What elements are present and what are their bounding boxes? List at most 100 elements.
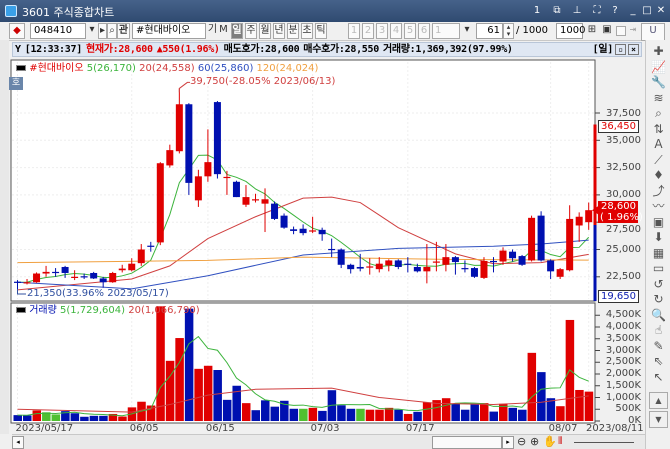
chart-canvas[interactable] (0, 0, 645, 434)
option-checkbox[interactable] (616, 26, 626, 36)
bid-label: 매수호가: (303, 44, 345, 55)
code-dropdown-icon[interactable]: ▾ (89, 24, 95, 35)
interval-dropdown-icon[interactable]: ▾ (464, 24, 470, 35)
fullscreen-icon[interactable]: ⛶ (593, 5, 601, 16)
pin-icon[interactable]: ⊥ (572, 5, 582, 16)
chart-scrollbar[interactable]: ◂ ▸ ⊖ ⊕ ✋ ⦀ (12, 434, 645, 449)
tool-scroll-up-button[interactable]: ▲ (649, 392, 668, 409)
candle-body (252, 199, 259, 201)
help-icon[interactable]: ? (612, 5, 618, 16)
candle-icon[interactable]: ♦ (653, 168, 664, 182)
period-year-tab[interactable]: 년 (273, 23, 285, 39)
minimize-button[interactable]: _ (630, 5, 636, 16)
candle-body (213, 102, 221, 175)
candle-body (470, 268, 478, 277)
interval-6-button[interactable]: 6 (418, 23, 430, 39)
maximize-button[interactable]: □ (642, 5, 652, 16)
legend-vol-ma5[interactable]: 5(1,729,604) (59, 305, 126, 316)
pen-icon[interactable]: ✎ (653, 338, 664, 353)
new-chart-icon[interactable]: ⊞ (587, 24, 597, 35)
scroll-right-button[interactable]: ▸ (502, 436, 514, 449)
arrow-icon[interactable]: ↖ (653, 369, 664, 384)
legend-volume[interactable]: 거래량 (29, 305, 57, 316)
magnifier-icon[interactable]: 🔍 (651, 307, 666, 322)
legend-ma120[interactable]: 120(24,024) (256, 63, 319, 74)
zoom-in-icon[interactable]: ⊕ (530, 435, 540, 448)
cursor-icon[interactable]: ⇖ (653, 354, 664, 368)
period-day-tab[interactable]: 일 (231, 23, 243, 39)
filter-icon[interactable]: Y (15, 44, 21, 55)
period-second-tab[interactable]: 초 (301, 23, 313, 39)
period-tick-tab[interactable]: 틱 (315, 23, 327, 39)
candle-body (547, 260, 555, 272)
zoom-line-icon[interactable]: ⤴ (652, 183, 665, 198)
period-month-tab[interactable]: 월 (259, 23, 271, 39)
legend-color-box[interactable] (16, 307, 26, 313)
window-icon[interactable]: ▭ (652, 261, 665, 275)
download-icon[interactable]: ⬇ (653, 230, 664, 244)
interval-2-button[interactable]: 2 (362, 23, 374, 39)
link-toggle-icon[interactable]: ◆ (9, 23, 25, 39)
interval-5-button[interactable]: 5 (404, 23, 416, 39)
interval-1-button[interactable]: 1 (348, 23, 360, 39)
save-icon[interactable]: ▣ (602, 24, 612, 35)
hand-icon[interactable]: ✋ (543, 435, 557, 448)
ho-button[interactable]: 호 (9, 77, 23, 90)
hand-icon[interactable]: ☝ (654, 323, 663, 337)
legend-ma20[interactable]: 20(24,558) (139, 63, 195, 74)
zoom-out-icon[interactable]: ⊖ (517, 435, 527, 448)
m-button[interactable]: M (219, 24, 228, 35)
chart-type-icon[interactable]: 📈 (651, 59, 666, 74)
next-code-icon[interactable]: ▸ (98, 23, 107, 39)
redo-icon[interactable]: ↻ (653, 292, 664, 306)
candle-body (137, 249, 145, 264)
volume-bar (499, 403, 508, 421)
expand-icon[interactable]: ⇥ (629, 25, 637, 34)
search-icon[interactable]: ⌕ (107, 23, 117, 39)
period-week-tab[interactable]: 주 (245, 23, 257, 39)
period-minute-tab[interactable]: 분 (287, 23, 299, 39)
compare-icon[interactable]: ⇅ (653, 121, 664, 136)
box-icon[interactable]: ▣ (652, 214, 665, 229)
legend-stock[interactable]: #현대바이오 (29, 63, 84, 74)
tool-scroll-down-button[interactable]: ▼ (649, 411, 668, 428)
volume-bar (194, 368, 203, 421)
legend-color-box[interactable] (16, 65, 26, 71)
panel-restore-button[interactable]: ▫ (615, 44, 626, 55)
scroll-thumb[interactable] (432, 436, 502, 449)
interval-3-button[interactable]: 3 (376, 23, 388, 39)
bar-spacing-icon[interactable]: ⦀ (558, 436, 563, 447)
scroll-left-button[interactable]: ◂ (12, 436, 24, 449)
total-input[interactable]: 1000 (556, 23, 585, 39)
indicator-icon[interactable]: ≋ (653, 90, 664, 105)
close-button[interactable]: ✕ (656, 5, 666, 16)
panel-close-button[interactable]: × (628, 44, 639, 55)
volume-bar (99, 415, 108, 421)
search-chart-icon[interactable]: ⌕ (655, 106, 662, 120)
toolbar: ◆ 048410 ▾ ▸ ⌕ 관 #현대바이오 기 M 일 주 월 년 분 초 … (0, 22, 670, 41)
zoom-slider[interactable] (574, 442, 634, 443)
price-legend: #현대바이오 5(26,170) 20(24,558) 60(25,860) 1… (16, 63, 318, 75)
legend-ma60[interactable]: 60(25,860) (197, 63, 254, 74)
line-icon[interactable]: 〰 (652, 199, 665, 213)
tool-plus-icon[interactable]: ✚ (653, 44, 664, 58)
gi-button[interactable]: 기 (207, 24, 218, 35)
interval-4-button[interactable]: 4 (390, 23, 402, 39)
legend-vol-ma20[interactable]: 20(1,066,790) (128, 305, 200, 316)
count-spinner[interactable]: ▴ ▾ (503, 23, 514, 39)
candle-body (575, 216, 583, 226)
undo-icon[interactable]: ↺ (653, 276, 664, 291)
wrench-icon[interactable]: 🔧 (651, 75, 666, 89)
watchlist-button[interactable]: 관 (117, 23, 130, 39)
window-copy-icon[interactable]: ⧉ (553, 5, 561, 16)
stock-name-input[interactable]: #현대바이오 (132, 23, 206, 39)
count-input[interactable]: 61 (476, 23, 503, 39)
trend-icon[interactable]: ⟋ (654, 152, 663, 167)
grid-icon[interactable]: ▦ (652, 245, 665, 260)
interval-select[interactable]: 1 (432, 23, 460, 39)
legend-ma5[interactable]: 5(26,170) (86, 63, 136, 74)
candle-body (375, 263, 383, 270)
link-number-icon[interactable]: 1 (533, 5, 541, 16)
auto-icon[interactable]: A (654, 137, 663, 151)
stock-code-input[interactable]: 048410 (30, 23, 86, 39)
